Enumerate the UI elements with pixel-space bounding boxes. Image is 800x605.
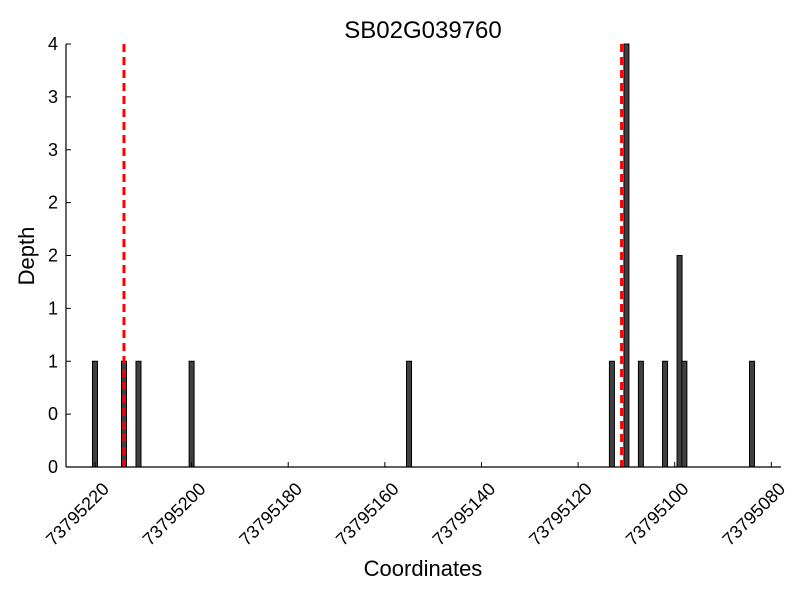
depth-bar [662, 360, 669, 468]
x-tick-label: 73795080 [718, 479, 789, 550]
y-axis-label: Depth [14, 227, 39, 286]
x-tick-label: 73795180 [235, 479, 306, 550]
depth-bar [135, 360, 142, 468]
x-ticks-layer: 73795220 73795200 73795180 73795160 73795140… [42, 462, 789, 550]
y-tick-label: 4 [48, 34, 58, 54]
depth-bar [91, 360, 98, 468]
y-tick-label: 2 [48, 246, 58, 266]
x-axis-label: Coordinates [364, 556, 483, 581]
x-tick-label: 73795120 [525, 479, 596, 550]
depth-bar [623, 43, 630, 468]
depth-bar [749, 360, 756, 468]
y-tick-label: 1 [48, 298, 58, 318]
y-tick-label: 3 [48, 87, 58, 107]
y-tick-label: 3 [48, 140, 58, 160]
depth-bar [188, 360, 195, 468]
markers-layer [122, 44, 624, 467]
x-tick-label: 73795140 [429, 479, 500, 550]
depth-bar [681, 360, 688, 468]
y-tick-label: 2 [48, 193, 58, 213]
y-ticks-layer: 0 0 1 1 2 2 3 3 4 [48, 34, 71, 477]
depth-bar [406, 360, 413, 468]
depth-bar [608, 360, 615, 468]
y-tick-label: 0 [48, 457, 58, 477]
chart-title: SB02G039760 [344, 17, 501, 44]
x-tick-label: 73795160 [332, 479, 403, 550]
depth-bar [637, 360, 644, 468]
y-tick-label: 1 [48, 351, 58, 371]
x-tick-label: 73795100 [622, 479, 693, 550]
x-tick-label: 73795200 [139, 479, 210, 550]
x-tick-label: 73795220 [42, 479, 113, 550]
bars-layer [91, 43, 756, 468]
depth-bar [676, 255, 683, 468]
y-tick-label: 0 [48, 404, 58, 424]
